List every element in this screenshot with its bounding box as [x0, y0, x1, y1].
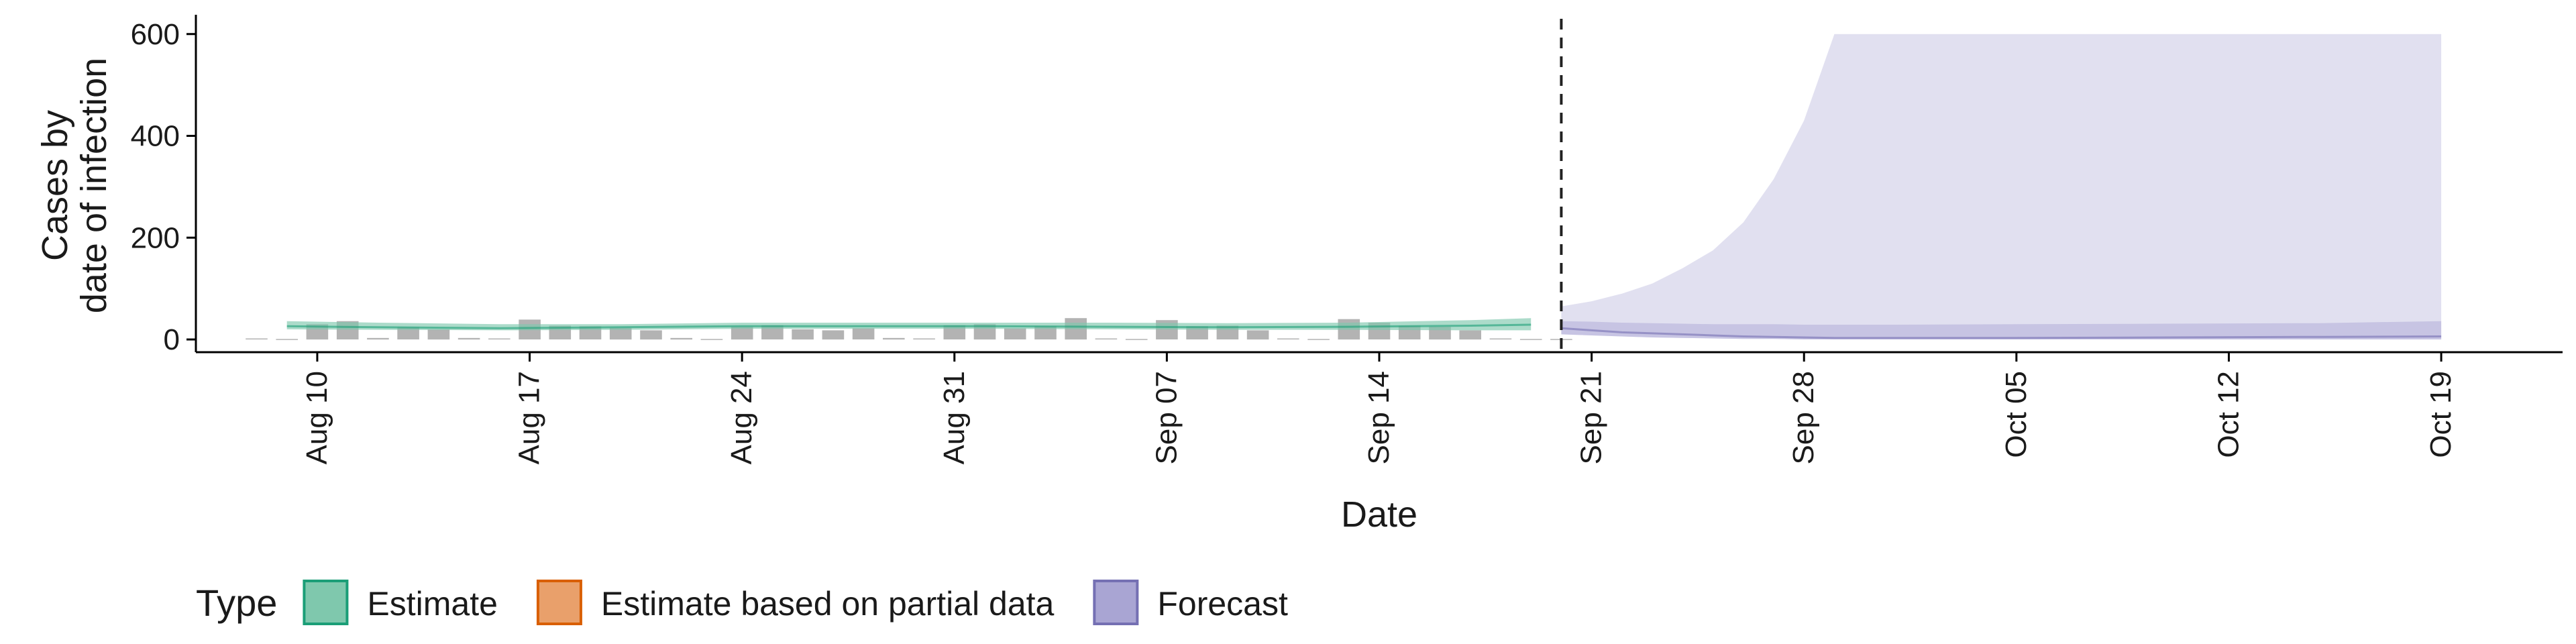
observed-case-bar: [246, 338, 268, 339]
y-axis-title-line: Cases by: [35, 110, 75, 261]
observed-case-bar: [1519, 339, 1542, 340]
observed-case-bar: [700, 339, 723, 340]
observed-case-bar: [640, 330, 662, 340]
x-tick-label: Oct 12: [2212, 371, 2245, 458]
plot-area: [246, 19, 2442, 352]
observed-case-bar: [1095, 338, 1118, 339]
legend-key-estimate-based-on-partial-data: [536, 580, 582, 625]
x-tick-label: Sep 28: [1787, 371, 1820, 464]
observed-case-bar: [852, 328, 875, 339]
observed-case-bar: [427, 329, 450, 340]
forecast-interval: [1561, 321, 2442, 339]
observed-case-bar: [458, 337, 480, 340]
legend-key-forecast: [1093, 580, 1139, 625]
observed-case-bar: [609, 327, 632, 340]
y-axis-title-line: date of infection: [74, 58, 114, 313]
observed-case-bar: [1307, 339, 1330, 340]
x-tick-label: Aug 24: [725, 371, 758, 464]
forecast-outer-interval: [1561, 34, 2442, 340]
x-tick-label: Aug 31: [938, 371, 971, 464]
observed-case-bar: [913, 338, 935, 339]
x-tick-label: Oct 19: [2424, 371, 2457, 458]
observed-case-bar: [883, 337, 905, 340]
observed-case-bar: [1125, 339, 1148, 340]
observed-case-bar: [792, 329, 814, 340]
observed-case-bar: [1459, 330, 1481, 340]
forecast-median-line: [1561, 327, 2442, 339]
legend: Type Estimate Estimate based on partial da…: [196, 580, 1288, 625]
x-tick-label: Sep 07: [1150, 371, 1183, 464]
legend-label: Estimate based on partial data: [601, 585, 1055, 623]
y-tick-label: 400: [131, 120, 180, 153]
x-tick-label: Aug 10: [301, 371, 333, 464]
observed-case-bar: [1277, 338, 1299, 339]
legend-label: Estimate: [367, 585, 498, 623]
observed-case-bar: [731, 327, 753, 340]
observed-case-bar: [670, 337, 692, 340]
legend-key-estimate: [303, 580, 349, 625]
observed-case-bar: [1034, 326, 1057, 339]
x-tick-label: Oct 05: [2000, 371, 2033, 458]
legend-label: Forecast: [1157, 585, 1288, 623]
observed-case-bar: [1004, 328, 1026, 339]
observed-case-bar: [488, 338, 511, 339]
observed-case-bar: [367, 337, 389, 340]
observed-case-bar: [397, 327, 419, 339]
observed-case-bar: [276, 339, 298, 340]
y-tick-label: 0: [164, 323, 180, 356]
x-tick-label: Sep 21: [1575, 371, 1608, 464]
observed-case-bar: [822, 330, 845, 340]
observed-case-bar: [1489, 338, 1512, 339]
y-tick-label: 200: [131, 221, 180, 254]
estimate-median-line: [286, 323, 1532, 329]
x-tick-label: Sep 14: [1362, 371, 1395, 464]
x-axis-title: Date: [1341, 494, 1417, 535]
x-tick-label: Aug 17: [513, 371, 546, 464]
y-tick-label: 600: [131, 18, 180, 51]
observed-case-bar: [1246, 330, 1269, 340]
legend-title: Type: [196, 582, 277, 624]
axes: 0 200 400 600 Aug 10 Aug 17 Aug 24 Aug 31 Sep 07…: [35, 15, 2563, 535]
